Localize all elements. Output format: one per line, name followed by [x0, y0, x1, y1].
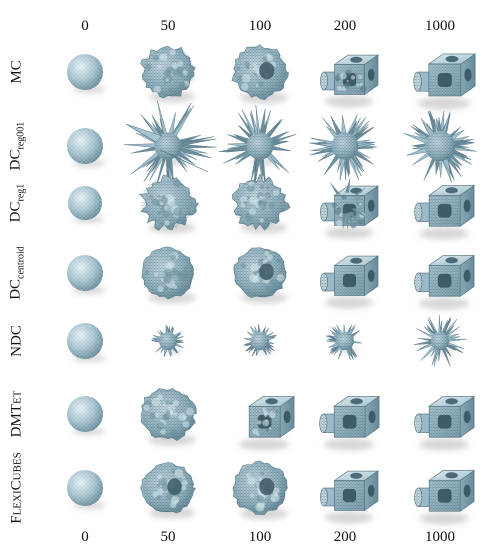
mesh-dcr001-50: [123, 100, 217, 195]
mesh-mc-0: [67, 54, 106, 94]
mesh-dmtet-0: [67, 396, 106, 436]
mesh-flexi-1000: [414, 469, 476, 525]
mesh-dcr1-50: [139, 174, 199, 234]
mesh-dcr1-1000: [414, 184, 476, 240]
mesh-mc-1000: [413, 53, 477, 110]
mesh-dcr1-200: [320, 176, 379, 239]
mesh-mc-50: [140, 45, 196, 103]
column-header-top-1: 50: [160, 18, 176, 34]
mesh-dcc-100: [233, 247, 288, 304]
mesh-dmtet-1000: [414, 395, 476, 451]
mesh-dmtet-50: [140, 388, 197, 446]
mesh-dmtet-200: [319, 395, 381, 451]
column-header-bottom-0: 0: [81, 529, 89, 545]
mesh-dcr001-1000: [403, 110, 477, 183]
mesh-flexi-0: [67, 470, 106, 510]
mesh-dcc-1000: [414, 254, 476, 310]
mesh-dmtet-100: [238, 395, 296, 451]
mesh-flexi-50: [140, 462, 197, 519]
mesh-ndc-50: [151, 324, 184, 357]
column-header-top-0: 0: [81, 18, 89, 34]
mesh-dcc-0: [67, 255, 106, 295]
mesh-dcc-50: [141, 246, 196, 304]
mesh-ndc-100: [243, 324, 277, 357]
mesh-ndc-1000: [413, 315, 467, 367]
mesh-ndc-200: [325, 324, 363, 361]
mesh-ndc-0: [67, 323, 106, 363]
mesh-dcc-200: [320, 255, 379, 309]
mesh-dcr001-100: [218, 105, 297, 188]
column-header-bottom-4: 1000: [425, 529, 455, 545]
mesh-flexi-100: [232, 460, 289, 520]
column-header-bottom-3: 200: [333, 529, 357, 545]
column-header-top-4: 1000: [425, 18, 455, 34]
mesh-dcr1-100: [231, 173, 291, 234]
column-header-bottom-2: 100: [248, 529, 272, 545]
mesh-mc-200: [320, 54, 379, 108]
mesh-flexi-200: [320, 470, 379, 524]
column-header-top-3: 200: [333, 18, 357, 34]
column-header-bottom-1: 50: [160, 529, 176, 545]
column-header-top-2: 100: [248, 18, 272, 34]
mesh-dcr001-200: [309, 114, 377, 181]
mesh-dcr1-0: [68, 186, 105, 223]
mesh-mc-100: [231, 44, 289, 104]
mesh-dcr001-0: [67, 128, 106, 168]
